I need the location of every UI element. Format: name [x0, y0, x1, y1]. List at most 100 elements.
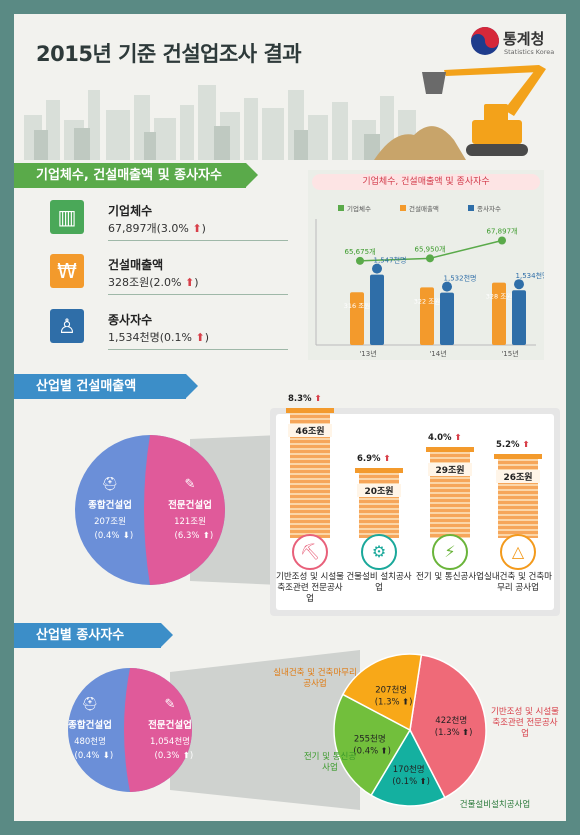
- pie-slice-label: 종합건설업: [88, 499, 132, 511]
- pie-slice-specialized: [144, 435, 225, 585]
- stat-value: 67,897개(3.0%: [108, 222, 189, 235]
- stat-label: 기업체수: [108, 204, 153, 218]
- worker-segment-value: 170천명: [393, 764, 425, 775]
- workers-bar: [440, 292, 454, 345]
- pie-slice-label: 종합건설업: [68, 719, 112, 731]
- stat-value-row: 67,897개(3.0% ⬆): [108, 220, 206, 236]
- stat-value-row: 1,534천명(0.1% ⬆): [108, 329, 209, 345]
- legend-swatch: [468, 205, 474, 211]
- sales-bar-value: 20조원: [357, 484, 401, 497]
- worker-segment-value: 255천명: [354, 733, 386, 744]
- workers-bar-head: [442, 281, 452, 292]
- increase-icon: ⬆): [183, 751, 193, 761]
- worker-segment-value: 422천명: [435, 715, 467, 726]
- pie-callout-wedge: [170, 650, 360, 810]
- worker-segment: [409, 653, 487, 799]
- increase-icon: ⬆: [451, 433, 462, 444]
- bar-growth-pct: 8.3%: [288, 394, 312, 405]
- bar-cap: [355, 468, 403, 473]
- workers-pie-chart: ⛑ 종합건설업 480천명 (0.4% ⬇) ✎ 전문건설업 1,054천명 (0.3% ⬆): [68, 650, 360, 810]
- x-tick-label: '14년: [429, 349, 446, 358]
- x-tick-label: '13년: [359, 349, 376, 358]
- worker-segment-pct: (1.3%: [435, 728, 460, 738]
- bar-growth-row: 8.3% ⬆: [288, 394, 322, 404]
- sales-bar-category: 실내건축 및 건축마무리 공사업: [484, 572, 552, 593]
- increase-icon: ⬆: [191, 331, 205, 344]
- legend-label: 기업체수: [347, 204, 371, 213]
- statistics-korea-logo: [471, 27, 499, 55]
- money-bag-icon: ₩: [50, 254, 84, 288]
- worker-segment-pct: (1.3%: [375, 698, 400, 708]
- line-point-label: 65,675개: [345, 247, 376, 256]
- stat-value: 328조원(2.0%: [108, 276, 182, 289]
- bar-cap: [426, 447, 474, 453]
- workers-bar: [370, 274, 384, 345]
- sales-bar: [420, 287, 434, 345]
- sales-bar-label: 328 조원: [486, 292, 512, 301]
- increase-icon: ⬆: [181, 276, 195, 289]
- worker-segment-name: 실내건축 및 건축마무리공사업: [273, 668, 357, 689]
- stat-value-row: 328조원(2.0% ⬆): [108, 274, 199, 290]
- excavator-icon: ⛏: [292, 534, 328, 570]
- power-tower-icon: ⚡: [432, 534, 468, 570]
- worker-segment: [370, 728, 446, 807]
- pie-slice-value: 1,054천명: [150, 736, 190, 747]
- ruler-icon: △: [500, 534, 536, 570]
- page-title: 2015년 기준 건설업조사 결과: [36, 42, 302, 66]
- bar-growth-row: 5.2% ⬆: [496, 440, 530, 450]
- legend-label: 건설매출액: [409, 204, 439, 213]
- bar-cap: [494, 454, 542, 460]
- sales-bar-label: 316 조원: [344, 301, 370, 310]
- worker-segment: [341, 653, 423, 732]
- pie-slice-pct: (0.4%: [95, 531, 120, 541]
- stat-divider: [108, 294, 288, 295]
- workers-bar-label: 1,547천명: [374, 256, 407, 265]
- section2-title: 산업별 건설매출액: [14, 374, 198, 399]
- bar-cap: [286, 408, 334, 414]
- stat-divider: [108, 240, 288, 241]
- wrench-icon: ✎: [165, 697, 176, 712]
- workers-bar-label: 1,534천명: [516, 271, 544, 280]
- worker-segment-name: 기반조성 및 시설물 축조관련 전문공사업: [491, 707, 559, 739]
- sales-bar-label: 322 조원: [414, 296, 440, 305]
- bar-growth-pct: 6.9%: [357, 454, 381, 464]
- building-icon: ▥: [50, 200, 84, 234]
- sales-bar-value: 46조원: [288, 424, 332, 438]
- sales-bar: [350, 292, 364, 345]
- line-segment: [429, 239, 503, 260]
- increase-icon: ⬆: [519, 440, 530, 451]
- pie-slice-pct: (6.3%: [175, 531, 200, 541]
- legend-label: 종사자수: [477, 204, 501, 213]
- decrease-icon: ⬇): [123, 531, 133, 541]
- bar-growth-row: 6.9% ⬆: [357, 454, 391, 464]
- increase-icon: ⬆: [311, 394, 322, 405]
- sales-bar-category: 건물설비 설치공사업: [346, 572, 412, 593]
- worker-segment-pct: (0.1%: [392, 777, 417, 787]
- worker-segment-value: 207천명: [375, 685, 407, 696]
- bar-growth-pct: 4.0%: [428, 433, 452, 444]
- line-point: [426, 254, 434, 263]
- workers-bar: [512, 290, 526, 345]
- sales-bar-category: 기반조성 및 시설물 축조관련 전문공사업: [276, 572, 344, 604]
- stat-label: 건설매출액: [108, 258, 164, 272]
- line-segment: [359, 257, 431, 262]
- legend-swatch: [338, 205, 344, 211]
- pie-slice-label: 전문건설업: [148, 719, 192, 731]
- workers-bar-label: 1,532천명: [444, 274, 477, 283]
- worker-segment: [333, 693, 412, 797]
- worker-segment-name: 건물설비설치공사업: [459, 800, 531, 810]
- person-icon: ♙: [50, 309, 84, 343]
- worker-segment-arrow: ⬆): [419, 777, 429, 787]
- line-point-label: 67,897개: [487, 227, 518, 236]
- logo-name: 통계청: [503, 30, 545, 48]
- sales-bar-value: 29조원: [428, 463, 472, 477]
- pie-slice-pct: (0.3%: [155, 751, 180, 761]
- logo-subtitle: Statistics Korea: [504, 48, 555, 56]
- sales-bar-value: 26조원: [496, 470, 540, 484]
- worker-segment-pct: (0.4%: [353, 746, 378, 756]
- stat-value-close: ): [204, 331, 209, 344]
- increase-icon: ⬆): [203, 531, 213, 541]
- city-skyline-illustration: [24, 65, 546, 160]
- increase-icon: ⬆: [380, 454, 391, 464]
